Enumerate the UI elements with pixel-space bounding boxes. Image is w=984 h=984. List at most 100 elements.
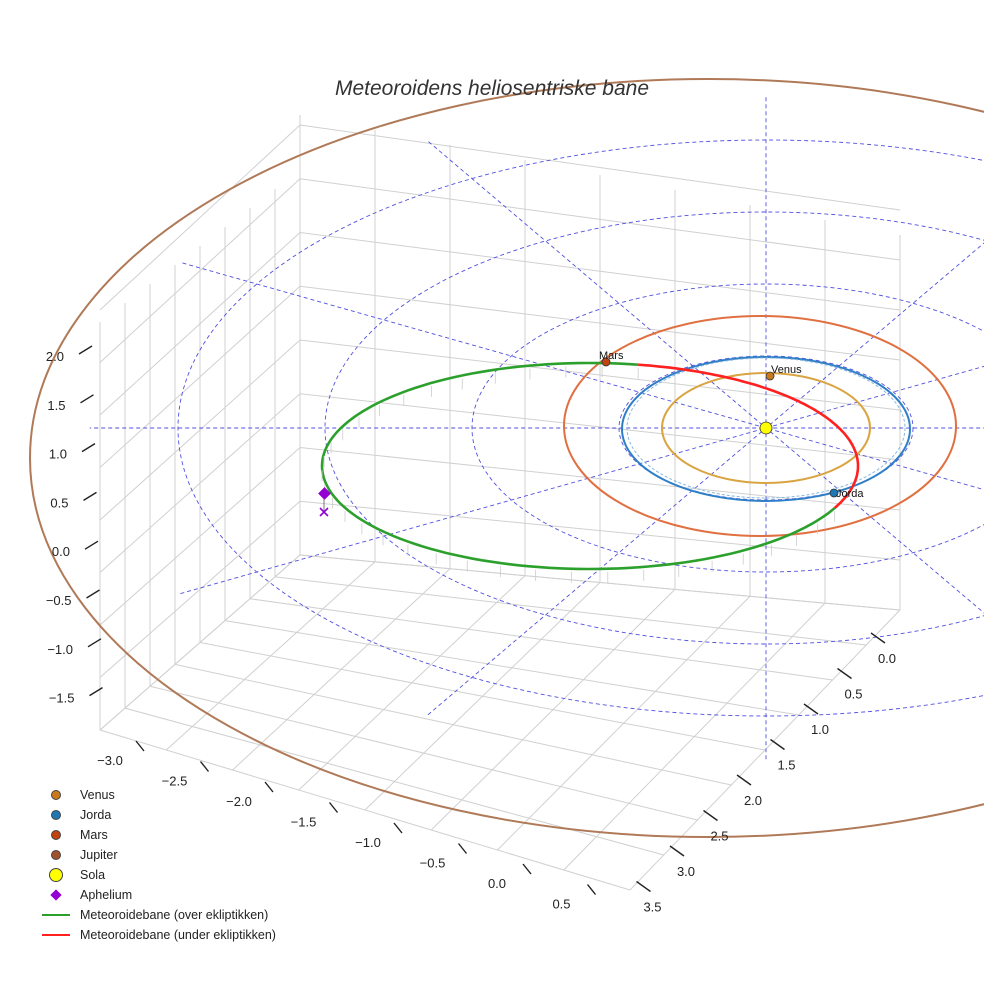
y-tick-mark: [736, 774, 752, 786]
y-tick-label: 2.5: [710, 829, 728, 844]
legend-marker-icon: [51, 850, 61, 860]
legend-item: Jupiter: [38, 845, 276, 865]
legend-label: Venus: [80, 788, 115, 802]
y-tick-label: 1.5: [777, 758, 795, 773]
label-earth: Jorda: [836, 488, 864, 500]
grid-line: [99, 178, 901, 363]
legend-symbol: [38, 885, 74, 905]
x-tick-label: −2.5: [162, 774, 188, 789]
legend-marker-icon: [50, 889, 62, 901]
grid-line: [99, 500, 901, 678]
legend-marker-icon: [51, 790, 61, 800]
tick-labels: 2.0 1.5 1.0 0.5 0.0 −0.5 −1.0 −1.5 −3.0 −2.5 −2.0 −…: [46, 345, 896, 915]
legend-symbol: [38, 905, 74, 925]
z-tick-label: −1.0: [47, 642, 73, 657]
x-tick-label: −0.5: [420, 856, 446, 871]
legend-item: Mars: [38, 825, 276, 845]
y-tick-mark: [870, 632, 886, 644]
legend-symbol: [38, 805, 74, 825]
y-tick-mark: [703, 809, 718, 822]
grid-line: [629, 609, 901, 891]
x-tick-label: −1.0: [355, 835, 381, 850]
y-tick-mark: [803, 703, 819, 715]
legend-symbol: [38, 785, 74, 805]
x-tick-label: 0.5: [552, 897, 570, 912]
z-tick-label: 1.5: [47, 398, 65, 413]
aphelion-projection-icon: [319, 507, 329, 517]
legend-item: Sola: [38, 865, 276, 885]
grid-line: [563, 602, 826, 871]
x-tick-mark: [522, 863, 532, 875]
orbit-earth: [621, 356, 911, 502]
box-grid: [99, 115, 901, 891]
ecliptic-circle: [471, 283, 984, 573]
meteoroid-orbit-below: [638, 363, 860, 509]
y-tick-mark: [837, 667, 852, 680]
grid-line: [99, 124, 901, 311]
y-tick-mark: [669, 845, 685, 857]
grid-line: [274, 576, 867, 646]
y-tick-label: 3.5: [643, 900, 661, 915]
grid-line: [99, 285, 901, 468]
label-mars: Mars: [599, 350, 624, 362]
orbit-mars: [563, 315, 957, 537]
orbit-jupiter: [29, 78, 984, 838]
x-tick-mark: [135, 740, 145, 752]
legend-marker-icon: [51, 810, 61, 820]
legend-line-icon: [42, 914, 70, 916]
grid-line: [497, 595, 751, 851]
z-tick-label: 0.5: [50, 495, 68, 510]
z-tick-mark: [86, 589, 100, 599]
x-tick-mark: [328, 802, 339, 813]
orbit-earth-dashed: [626, 357, 906, 499]
legend-marker-icon: [49, 868, 63, 882]
y-tick-label: 2.0: [744, 793, 762, 808]
z-tick-mark: [80, 394, 94, 404]
legend-label: Mars: [80, 828, 108, 842]
orbit-venus: [661, 372, 871, 484]
z-tick-mark: [89, 687, 103, 697]
legend-marker-icon: [51, 830, 61, 840]
legend-symbol: [38, 925, 74, 945]
z-tick-label: 1.0: [49, 447, 67, 462]
legend-label: Jupiter: [80, 848, 118, 862]
grid-line: [430, 589, 676, 831]
y-tick-mark: [636, 880, 651, 893]
planet-venus: [765, 371, 775, 381]
y-tick-label: 0.0: [878, 651, 896, 666]
y-tick-label: 1.0: [811, 722, 829, 737]
legend-symbol: [38, 865, 74, 885]
y-tick-label: 3.0: [677, 864, 695, 879]
legend-label: Meteoroidebane (over ekliptikken): [80, 908, 269, 922]
legend-item: Meteoroidebane (over ekliptikken): [38, 905, 276, 925]
z-tick-mark: [78, 345, 93, 355]
z-tick-mark: [87, 638, 102, 648]
grid-line: [99, 339, 901, 521]
meteoroid-orbit-above: [320, 361, 836, 571]
grid-line: [99, 231, 901, 416]
planet-mars: [601, 357, 611, 367]
z-tick-label: −1.5: [49, 691, 75, 706]
legend-label: Jorda: [80, 808, 112, 822]
legend-item: Aphelium: [38, 885, 276, 905]
legend: Venus Jorda Mars Jupiter Sola Aphelium Meteoro…: [38, 785, 276, 945]
y-tick-label: 0.5: [844, 687, 862, 702]
z-tick-label: 2.0: [46, 349, 64, 364]
z-tick-mark: [81, 443, 96, 453]
orbits: [29, 78, 984, 838]
y-tick-mark: [770, 738, 785, 751]
x-tick-mark: [457, 843, 468, 854]
legend-label: Aphelium: [80, 888, 133, 902]
x-tick-label: −2.0: [226, 794, 252, 809]
z-tick-mark: [83, 491, 97, 501]
markers: Venus Jorda Mars: [318, 350, 864, 517]
grid-line: [299, 554, 901, 611]
legend-label: Meteoroidebane (under ekliptikken): [80, 928, 276, 942]
legend-symbol: [38, 825, 74, 845]
aphelion-marker: [318, 487, 331, 500]
x-tick-mark: [199, 761, 210, 772]
legend-item: Meteoroidebane (under ekliptikken): [38, 925, 276, 945]
x-tick-label: −3.0: [97, 753, 123, 768]
x-tick-label: −1.5: [291, 815, 317, 830]
